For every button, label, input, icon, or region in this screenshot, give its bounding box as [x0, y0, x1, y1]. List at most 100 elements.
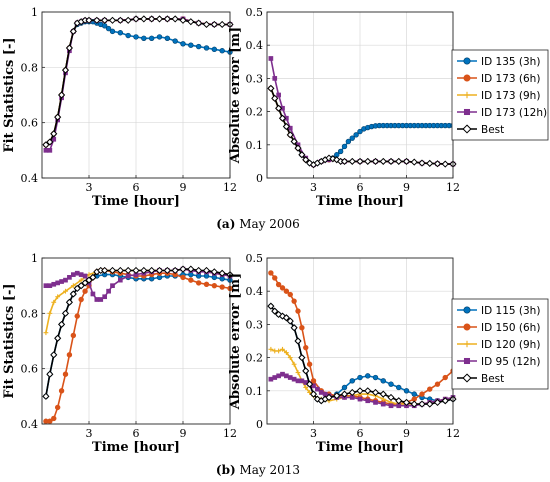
data-point — [218, 20, 226, 29]
data-point — [188, 277, 194, 283]
data-point — [302, 156, 310, 164]
data-point — [341, 143, 348, 150]
legend-entry: ID 173 (6h) — [457, 73, 540, 85]
data-point — [387, 393, 395, 402]
data-point — [387, 157, 395, 165]
data-point — [282, 314, 290, 322]
y-tick-label: 0.8 — [21, 61, 39, 74]
data-point — [341, 384, 348, 391]
data-point — [132, 15, 140, 23]
data-point — [357, 396, 363, 402]
legend-label: ID 173 (9h) — [481, 90, 540, 102]
data-point — [364, 387, 372, 395]
y-tick-label: 0.8 — [21, 307, 39, 320]
data-point — [85, 16, 93, 24]
data-point — [63, 277, 68, 283]
x-tick-label: 12 — [223, 427, 237, 440]
data-point — [463, 306, 471, 314]
data-point — [309, 390, 318, 398]
y-tick-label: 0.4 — [246, 285, 264, 298]
data-point — [302, 367, 310, 375]
chart-fit_2006: 3 6 9 12 0.4 0.6 0.8 1 Time [hour] Fit Statistics… — [2, 6, 237, 209]
y-tick-label: 0.4 — [246, 39, 264, 52]
data-point — [373, 400, 378, 405]
data-point — [306, 361, 313, 367]
data-point — [180, 274, 186, 281]
y-tick-label: 0 — [256, 418, 263, 431]
y-tick-label: 1 — [31, 6, 38, 19]
data-point — [365, 398, 371, 404]
data-point — [67, 275, 72, 280]
data-point — [65, 298, 74, 306]
data-point — [106, 288, 111, 294]
data-point — [365, 373, 371, 379]
data-point — [188, 42, 194, 48]
legend-label: Best — [481, 373, 504, 385]
x-tick-label: 9 — [403, 427, 410, 440]
legend-label: ID 173 (6h) — [481, 73, 540, 85]
legend-label: ID 135 (3h) — [481, 56, 540, 68]
data-point — [295, 308, 301, 314]
data-point — [411, 391, 417, 397]
data-point — [98, 297, 104, 302]
data-point — [402, 398, 411, 407]
data-point — [78, 277, 84, 283]
data-point — [90, 291, 96, 297]
data-point — [463, 108, 471, 116]
y-tick-label: 0.1 — [246, 139, 264, 152]
y-axis-label: Fit Statistics [-] — [2, 283, 17, 398]
data-point — [59, 279, 64, 284]
data-point — [348, 388, 356, 397]
data-point — [85, 276, 93, 284]
data-point — [210, 20, 218, 29]
x-tick-label: 6 — [133, 427, 140, 440]
data-point — [172, 38, 178, 44]
x-tick-label: 6 — [357, 427, 364, 440]
data-point — [77, 282, 85, 290]
data-point — [462, 373, 472, 383]
data-point — [211, 46, 218, 53]
data-point — [61, 309, 70, 317]
data-point — [69, 290, 77, 298]
data-point — [140, 15, 148, 23]
data-point — [65, 44, 74, 52]
x-tick-label: 12 — [446, 181, 460, 194]
data-point — [290, 137, 298, 146]
data-point — [148, 266, 156, 275]
data-point — [211, 282, 218, 289]
data-point — [268, 56, 274, 61]
legend-box — [451, 49, 549, 141]
data-point — [303, 344, 309, 351]
data-point — [278, 114, 287, 122]
data-point — [132, 266, 140, 275]
x-tick-label: 9 — [403, 181, 410, 194]
data-point — [410, 158, 418, 166]
legend-label: Best — [481, 124, 504, 136]
data-point — [402, 157, 411, 165]
data-point — [163, 15, 171, 23]
data-point — [164, 35, 171, 41]
data-point — [57, 320, 66, 328]
data-point — [62, 371, 69, 377]
x-axis-label: Time [hour] — [92, 440, 180, 455]
data-point — [272, 375, 278, 380]
data-point — [364, 157, 372, 165]
legend-entry: ID 173 (12h) — [457, 107, 547, 119]
data-point — [380, 401, 386, 407]
data-point — [284, 373, 289, 379]
data-point — [291, 376, 297, 382]
data-point — [203, 45, 210, 51]
data-point — [82, 273, 88, 279]
data-point — [463, 357, 471, 365]
data-point — [303, 385, 309, 390]
data-point — [388, 381, 394, 387]
data-point — [267, 302, 275, 310]
legend-entry: ID 173 (9h) — [457, 90, 540, 102]
data-point — [463, 57, 471, 65]
data-point — [286, 317, 294, 325]
data-point — [463, 91, 471, 99]
legend-entry: Best — [457, 124, 504, 136]
data-point — [218, 269, 226, 277]
data-point — [203, 281, 210, 287]
